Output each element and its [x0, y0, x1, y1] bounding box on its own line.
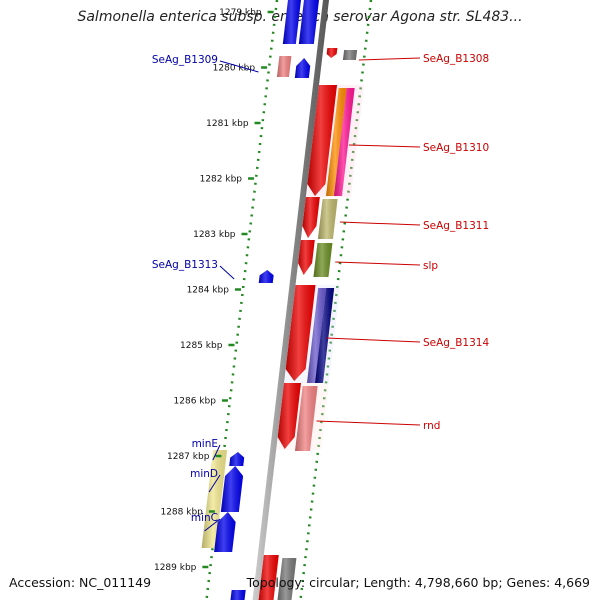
feature-b1308-cog-shade: [342, 50, 358, 60]
feature-b1309-shade: [294, 58, 311, 78]
feature-b1310-shade: [307, 85, 338, 196]
feature-minE-shade: [229, 452, 245, 466]
gene-label[interactable]: slp: [423, 260, 438, 272]
feature-bottom-fwd-cog-shade: [277, 558, 297, 600]
feature-bottom-rev-shade: [230, 590, 246, 600]
gene-label[interactable]: rnd: [423, 420, 440, 432]
ruler-tick-label: 1287 kbp: [167, 452, 210, 462]
gene-label-leader: [339, 221, 421, 226]
gene-label-leader: [208, 474, 221, 493]
gene-label-leader: [204, 518, 221, 532]
gene-label-leader: [335, 261, 421, 266]
ruler-tick-label: 1286 kbp: [174, 397, 217, 407]
feature-slp-shade: [298, 240, 315, 275]
gene-label[interactable]: minD: [190, 468, 218, 480]
feature-b1314-cog-a-shade: [306, 288, 327, 383]
ruler-tick-label: 1281 kbp: [206, 119, 249, 129]
feature-b1311-shade: [302, 197, 320, 238]
gene-label-leader: [326, 337, 421, 343]
feature-b1314-shade: [285, 285, 316, 381]
feature-rnd-cog-shade: [295, 386, 318, 451]
feature-b1314-cog-b-shade: [314, 288, 335, 383]
ruler-tick-label: 1284 kbp: [187, 286, 230, 296]
accession-text: Accession: NC_011149: [9, 575, 152, 590]
feature-minD-shade: [220, 466, 244, 512]
backbone-line: [252, 0, 329, 600]
ruler-tick-label: 1282 kbp: [200, 175, 243, 185]
gene-label[interactable]: SeAg_B1311: [423, 220, 489, 232]
ruler-tick-label: 1288 kbp: [160, 508, 203, 518]
gene-label[interactable]: SeAg_B1314: [423, 337, 489, 349]
feature-b1311-cog-shade: [317, 199, 338, 239]
feature-b1310-cog-a-shade: [325, 88, 347, 196]
feature-top-rev-a-shade: [282, 0, 301, 44]
ruler-tick-label: 1285 kbp: [180, 341, 223, 351]
gene-label[interactable]: SeAg_B1313: [152, 259, 218, 271]
gene-label[interactable]: SeAg_B1309: [152, 54, 218, 66]
feature-min-cog-shade: [201, 450, 228, 548]
gene-label[interactable]: SeAg_B1310: [423, 142, 489, 154]
topology-text: Topology: circular; Length: 4,798,660 bp…: [246, 575, 590, 590]
ruler-tick-label: 1289 kbp: [154, 563, 197, 573]
feature-b1308-shade: [326, 48, 338, 58]
gene-label-leader: [348, 144, 421, 148]
ruler-tick-label: 1283 kbp: [193, 230, 236, 240]
feature-top-rev-b-shade: [298, 0, 319, 44]
gene-label[interactable]: minC: [191, 512, 218, 524]
feature-rnd-shade: [277, 383, 301, 449]
feature-b1310-cog-b-shade: [333, 88, 355, 196]
gene-label-leader: [212, 444, 221, 461]
feature-slp-cog-shade: [313, 243, 333, 277]
feature-b1309-cog-shade: [276, 56, 292, 77]
ruler-tick-label: 1279 kbp: [219, 8, 262, 18]
ruler-tick-label: 1280 kbp: [213, 64, 256, 74]
gene-label-leader: [358, 57, 421, 61]
feature-b1313-shade: [258, 270, 274, 283]
gene-label[interactable]: minE: [192, 438, 218, 450]
feature-bottom-fwd-shade: [258, 555, 279, 600]
gene-label[interactable]: SeAg_B1308: [423, 53, 489, 65]
gene-label-leader: [219, 60, 259, 73]
feature-minC-shade: [214, 512, 236, 552]
gene-label-leader: [219, 265, 235, 280]
gene-label-leader: [316, 420, 421, 426]
map-title: Salmonella enterica subsp. enterica sero…: [77, 9, 523, 25]
